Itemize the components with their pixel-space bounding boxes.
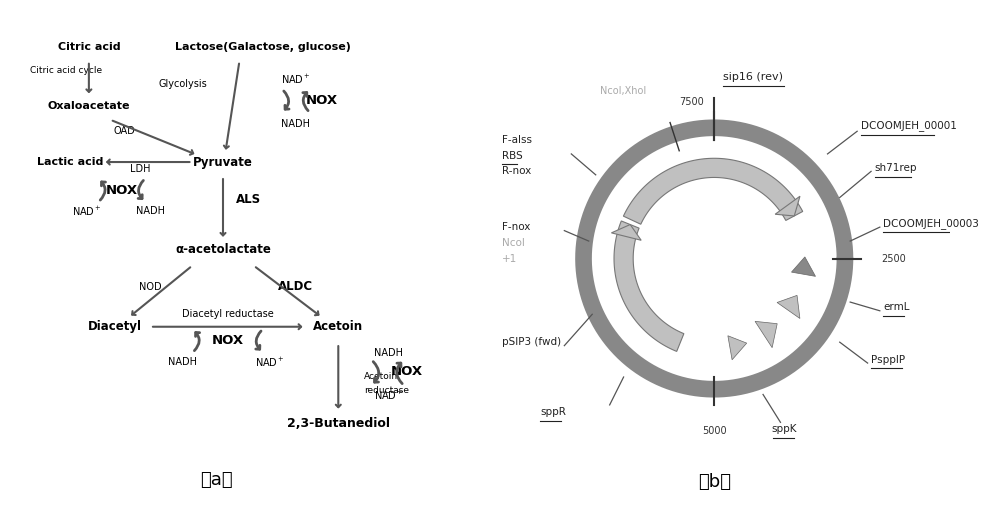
Text: DCOOMJEH_00003: DCOOMJEH_00003 — [883, 218, 979, 229]
Text: 7500: 7500 — [679, 97, 704, 107]
Text: NADH: NADH — [136, 206, 165, 217]
Polygon shape — [777, 295, 800, 318]
Polygon shape — [611, 224, 641, 240]
Text: +1: +1 — [502, 253, 517, 264]
Polygon shape — [775, 196, 800, 216]
Polygon shape — [791, 257, 816, 277]
Text: Lactic acid: Lactic acid — [37, 157, 103, 167]
Text: Lactose(Galactose, glucose): Lactose(Galactose, glucose) — [175, 42, 351, 52]
Text: 2500: 2500 — [882, 253, 906, 264]
Text: NOD: NOD — [139, 282, 161, 292]
Text: NADH: NADH — [374, 347, 403, 358]
Text: reductase: reductase — [364, 386, 409, 395]
Text: RBS: RBS — [502, 150, 522, 161]
Text: Pyruvate: Pyruvate — [193, 156, 253, 169]
Text: NADH: NADH — [168, 357, 197, 367]
Text: NADH: NADH — [281, 119, 310, 129]
Text: OAD: OAD — [113, 127, 135, 136]
Text: PsppIP: PsppIP — [871, 355, 905, 364]
Text: NOX: NOX — [106, 184, 138, 197]
Text: NOX: NOX — [390, 365, 423, 378]
Text: sppR: sppR — [540, 407, 566, 417]
Polygon shape — [728, 336, 747, 360]
Text: Acetoin: Acetoin — [313, 320, 363, 333]
Text: NOX: NOX — [212, 334, 244, 347]
Text: Oxaloacetate: Oxaloacetate — [48, 100, 130, 111]
Text: ermL: ermL — [883, 302, 910, 312]
Text: alss: alss — [702, 163, 721, 173]
Polygon shape — [623, 158, 803, 224]
Text: pSIP3 (fwd): pSIP3 (fwd) — [502, 337, 561, 347]
Text: Citric acid cycle: Citric acid cycle — [30, 66, 102, 75]
Text: （b）: （b） — [698, 473, 731, 491]
Text: F-alss: F-alss — [502, 135, 532, 145]
Text: NAD$^+$: NAD$^+$ — [281, 73, 311, 86]
Text: ALDC: ALDC — [278, 280, 314, 293]
Text: NcoI: NcoI — [502, 238, 524, 248]
Text: LDH: LDH — [130, 164, 151, 174]
Text: sh71rep: sh71rep — [875, 163, 917, 173]
Text: NcoI,XhoI: NcoI,XhoI — [600, 86, 647, 96]
Text: nox: nox — [623, 284, 639, 304]
Text: Acetoin: Acetoin — [364, 372, 398, 381]
Text: F-nox: F-nox — [502, 222, 530, 232]
Text: （a）: （a） — [200, 470, 232, 489]
Polygon shape — [755, 322, 777, 347]
Text: NAD$^+$: NAD$^+$ — [72, 205, 101, 218]
Text: 2,3-Butanediol: 2,3-Butanediol — [287, 417, 390, 430]
Text: NAD$^+$: NAD$^+$ — [255, 356, 285, 369]
Text: NAD$^+$: NAD$^+$ — [374, 388, 403, 402]
Text: 5000: 5000 — [702, 426, 727, 436]
Text: sppK: sppK — [771, 424, 797, 434]
Text: Diacetyl reductase: Diacetyl reductase — [182, 309, 274, 319]
Text: α-acetolactate: α-acetolactate — [175, 242, 271, 255]
Polygon shape — [614, 221, 684, 352]
Text: ALS: ALS — [236, 193, 261, 206]
Text: Glycolysis: Glycolysis — [159, 80, 207, 89]
Text: sip16 (rev): sip16 (rev) — [723, 72, 783, 82]
Text: Diacetyl: Diacetyl — [88, 320, 142, 333]
Text: NOX: NOX — [306, 94, 338, 108]
Text: Citric acid: Citric acid — [58, 42, 120, 52]
Text: DCOOMJEH_00001: DCOOMJEH_00001 — [861, 120, 957, 131]
Text: R-nox: R-nox — [502, 166, 531, 176]
